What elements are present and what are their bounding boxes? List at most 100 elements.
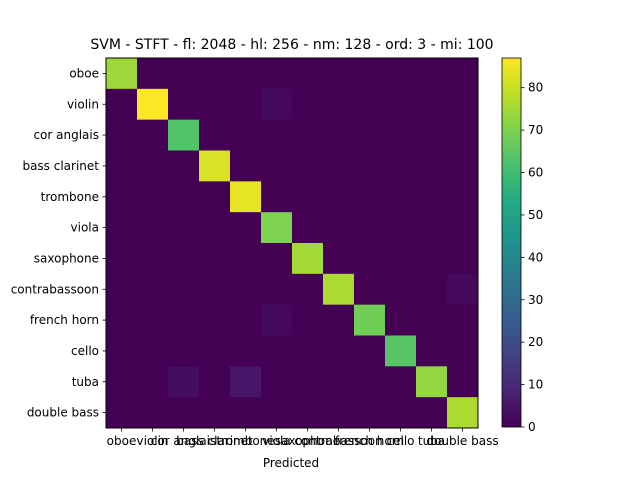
y-tick-label: contrabassoon xyxy=(11,282,99,296)
heatmap-cell xyxy=(385,273,417,306)
heatmap-cell xyxy=(137,243,169,275)
heatmap-cell xyxy=(137,366,169,398)
heatmap-cell xyxy=(106,119,138,151)
heatmap-cell xyxy=(230,304,262,336)
heatmap-cell xyxy=(416,58,448,90)
heatmap-cell xyxy=(323,397,355,429)
heatmap-cell xyxy=(199,58,231,90)
heatmap-cell xyxy=(323,88,355,121)
heatmap-cell xyxy=(168,335,200,367)
heatmap-cell xyxy=(199,243,231,275)
heatmap-cell xyxy=(106,212,138,244)
heatmap-cell xyxy=(416,304,448,336)
heatmap-cell xyxy=(199,119,231,151)
heatmap-cell xyxy=(230,366,262,398)
heatmap-cell xyxy=(447,150,479,182)
heatmap-cell xyxy=(168,397,200,429)
y-axis-ticks: oboe violin cor anglais bass clarinet trombo… xyxy=(11,66,106,420)
heatmap-cell xyxy=(261,397,293,429)
heatmap-cell xyxy=(230,88,262,121)
heatmap-cell xyxy=(261,273,293,306)
colorbar-tick-label: 0 xyxy=(528,420,536,434)
heatmap-cell xyxy=(137,181,169,213)
heatmap-cell xyxy=(168,58,200,90)
heatmap-cell xyxy=(447,58,479,90)
heatmap-cell xyxy=(261,335,293,367)
heatmap-cell xyxy=(354,119,386,151)
heatmap-cell xyxy=(106,58,138,90)
heatmap-cell xyxy=(230,58,262,90)
heatmap-cell xyxy=(323,243,355,275)
heatmap-cell xyxy=(323,212,355,244)
heatmap-cell xyxy=(168,273,200,306)
heatmap-cell xyxy=(447,304,479,336)
heatmap-cell xyxy=(199,397,231,429)
heatmap-cell xyxy=(230,181,262,213)
heatmap-cell xyxy=(230,119,262,151)
heatmap-cell xyxy=(354,58,386,90)
heatmap-cell xyxy=(416,243,448,275)
heatmap-cell xyxy=(106,304,138,336)
heatmap-cell xyxy=(261,119,293,151)
heatmap-cell xyxy=(447,397,479,429)
heatmap-cell xyxy=(199,150,231,182)
y-tick-label: oboe xyxy=(69,66,99,80)
heatmap-cell xyxy=(168,243,200,275)
heatmap-cell xyxy=(106,335,138,367)
colorbar-tick-label: 40 xyxy=(528,250,543,264)
heatmap-cell xyxy=(385,181,417,213)
heatmap-cell xyxy=(106,273,138,306)
heatmap-cell xyxy=(261,88,293,121)
heatmap-cell xyxy=(168,304,200,336)
heatmap-cell xyxy=(354,88,386,121)
y-tick-label: violin xyxy=(67,97,99,111)
heatmap-cell xyxy=(137,119,169,151)
heatmap-cell xyxy=(385,397,417,429)
heatmap-cell xyxy=(447,243,479,275)
x-tick-label: saxophone xyxy=(275,434,340,448)
heatmap-cell xyxy=(292,273,324,306)
heatmap-cell xyxy=(385,304,417,336)
heatmap-cell xyxy=(447,88,479,121)
heatmap-cell xyxy=(416,150,448,182)
heatmap-cell xyxy=(323,273,355,306)
heatmap-cell xyxy=(106,243,138,275)
x-tick-label: violin xyxy=(136,434,168,448)
heatmap-cell xyxy=(199,212,231,244)
heatmap-cell xyxy=(261,304,293,336)
chart-title: SVM - STFT - fl: 2048 - hl: 256 - nm: 12… xyxy=(90,37,493,53)
heatmap-cell xyxy=(199,366,231,398)
y-tick-label: cor anglais xyxy=(33,128,99,142)
colorbar-tick-label: 50 xyxy=(528,208,543,222)
heatmap-cell xyxy=(292,150,324,182)
heatmap-cell xyxy=(292,181,324,213)
heatmap-cell xyxy=(199,88,231,121)
heatmap-cell xyxy=(199,335,231,367)
plot-frame xyxy=(105,57,479,429)
heatmap-cell xyxy=(416,397,448,429)
heatmap-cell xyxy=(261,150,293,182)
x-tick-label: double bass xyxy=(426,434,498,448)
heatmap-cell xyxy=(323,366,355,398)
heatmap-cell xyxy=(385,88,417,121)
heatmap-cell xyxy=(137,212,169,244)
heatmap-cell xyxy=(385,243,417,275)
colorbar-ticks: 0 10 20 30 40 50 60 70 80 xyxy=(521,81,543,434)
heatmap-cell xyxy=(354,181,386,213)
heatmap-cell xyxy=(137,88,169,121)
heatmap-cell xyxy=(416,212,448,244)
heatmap-cell xyxy=(168,88,200,121)
heatmap-cell xyxy=(447,212,479,244)
y-tick-label: viola xyxy=(71,221,99,235)
heatmap-cell xyxy=(323,181,355,213)
heatmap-cell xyxy=(230,273,262,306)
heatmap-cell xyxy=(354,212,386,244)
heatmap-cell xyxy=(199,304,231,336)
heatmap-cell xyxy=(292,335,324,367)
heatmap-cell xyxy=(385,335,417,367)
heatmap-cell xyxy=(106,181,138,213)
heatmap-cell xyxy=(106,150,138,182)
heatmap-cell xyxy=(230,243,262,275)
heatmap-cell xyxy=(416,366,448,398)
